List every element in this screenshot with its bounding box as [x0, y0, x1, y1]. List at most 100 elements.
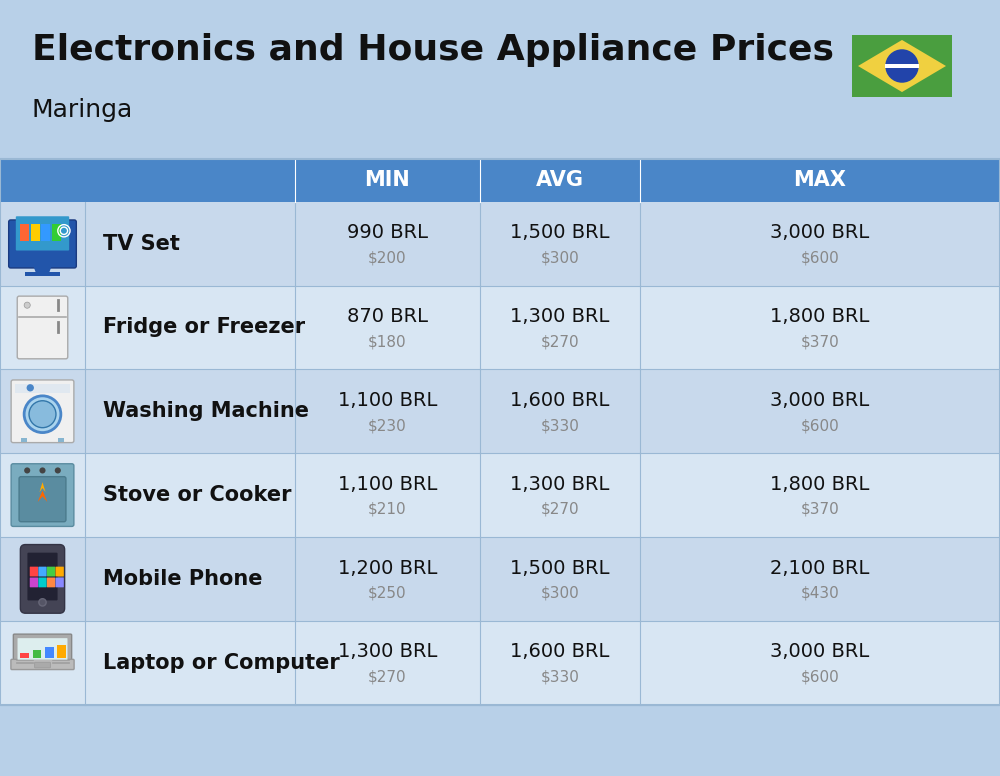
Bar	[0, 286, 1000, 369]
Text: $180: $180	[368, 334, 407, 349]
Text: $210: $210	[368, 502, 407, 517]
Text: MIN: MIN	[365, 171, 410, 190]
Text: $300: $300	[541, 586, 579, 601]
Text: Maringa: Maringa	[32, 99, 133, 122]
Text: 1,600 BRL: 1,600 BRL	[510, 643, 610, 661]
Bar	[0, 453, 1000, 537]
Bar	[41, 224, 50, 241]
FancyBboxPatch shape	[16, 217, 69, 251]
FancyBboxPatch shape	[47, 577, 55, 587]
Bar	[20, 224, 29, 241]
FancyBboxPatch shape	[11, 660, 74, 670]
Text: 1,300 BRL: 1,300 BRL	[510, 475, 610, 494]
Polygon shape	[39, 482, 46, 492]
Text: $600: $600	[801, 670, 839, 684]
Text: MAX: MAX	[793, 171, 846, 190]
Circle shape	[55, 467, 61, 473]
Circle shape	[27, 384, 34, 391]
Text: AVG: AVG	[536, 171, 584, 190]
FancyBboxPatch shape	[852, 35, 952, 97]
Polygon shape	[885, 64, 919, 68]
Circle shape	[24, 467, 30, 473]
FancyBboxPatch shape	[27, 553, 58, 601]
Text: $330: $330	[541, 418, 579, 433]
Text: Stove or Cooker: Stove or Cooker	[103, 485, 292, 505]
Bar	[45, 647, 54, 658]
Text: Mobile Phone: Mobile Phone	[103, 569, 262, 589]
Text: 1,800 BRL: 1,800 BRL	[770, 475, 870, 494]
Text: 1,100 BRL: 1,100 BRL	[338, 391, 437, 410]
Text: $300: $300	[541, 251, 579, 265]
Text: $330: $330	[541, 670, 579, 684]
Circle shape	[885, 49, 919, 83]
Circle shape	[39, 599, 46, 606]
Text: 990 BRL: 990 BRL	[347, 223, 428, 242]
FancyBboxPatch shape	[30, 566, 38, 577]
Text: 2,100 BRL: 2,100 BRL	[770, 559, 870, 577]
Text: 1,500 BRL: 1,500 BRL	[510, 223, 610, 242]
Text: Electronics and House Appliance Prices: Electronics and House Appliance Prices	[32, 33, 834, 68]
Text: $370: $370	[801, 502, 839, 517]
FancyBboxPatch shape	[19, 476, 66, 521]
FancyBboxPatch shape	[20, 545, 65, 613]
FancyBboxPatch shape	[55, 566, 64, 577]
Text: $370: $370	[801, 334, 839, 349]
Text: 3,000 BRL: 3,000 BRL	[770, 643, 870, 661]
Bar	[57, 645, 66, 658]
FancyBboxPatch shape	[18, 638, 67, 660]
FancyBboxPatch shape	[11, 380, 74, 442]
Bar	[25, 272, 60, 276]
Text: $600: $600	[801, 418, 839, 433]
Bar	[0, 202, 1000, 286]
Text: 870 BRL: 870 BRL	[347, 307, 428, 326]
FancyBboxPatch shape	[35, 662, 50, 668]
FancyBboxPatch shape	[9, 220, 76, 268]
Bar	[31, 224, 40, 241]
Polygon shape	[858, 40, 946, 92]
Bar	[0, 537, 1000, 621]
Bar	[0, 369, 1000, 453]
Text: $270: $270	[541, 502, 579, 517]
Text: 1,200 BRL: 1,200 BRL	[338, 559, 437, 577]
Text: $430: $430	[801, 586, 839, 601]
Bar	[15, 383, 70, 393]
Text: $600: $600	[801, 251, 839, 265]
Bar	[33, 650, 41, 658]
Text: $270: $270	[368, 670, 407, 684]
Bar	[52, 224, 61, 241]
Text: 1,600 BRL: 1,600 BRL	[510, 391, 610, 410]
Polygon shape	[33, 266, 52, 274]
Circle shape	[24, 396, 61, 432]
Bar	[58, 438, 64, 442]
Bar	[0, 621, 1000, 705]
FancyBboxPatch shape	[55, 577, 64, 587]
Text: $230: $230	[368, 418, 407, 433]
Text: 1,100 BRL: 1,100 BRL	[338, 475, 437, 494]
Text: 3,000 BRL: 3,000 BRL	[770, 391, 870, 410]
Circle shape	[24, 302, 30, 308]
FancyBboxPatch shape	[38, 566, 47, 577]
Text: 1,500 BRL: 1,500 BRL	[510, 559, 610, 577]
Bar	[21, 438, 27, 442]
Text: 1,800 BRL: 1,800 BRL	[770, 307, 870, 326]
FancyBboxPatch shape	[17, 296, 68, 359]
Circle shape	[39, 467, 46, 473]
Bar	[20, 653, 29, 658]
Text: $250: $250	[368, 586, 407, 601]
Polygon shape	[38, 490, 47, 502]
Text: $200: $200	[368, 251, 407, 265]
FancyBboxPatch shape	[13, 634, 72, 663]
Text: 3,000 BRL: 3,000 BRL	[770, 223, 870, 242]
FancyBboxPatch shape	[38, 577, 47, 587]
Text: 1,300 BRL: 1,300 BRL	[510, 307, 610, 326]
Text: 1,300 BRL: 1,300 BRL	[338, 643, 437, 661]
Bar	[0, 159, 1000, 202]
Bar	[0, 159, 1000, 705]
Text: Fridge or Freezer: Fridge or Freezer	[103, 317, 305, 338]
Text: TV Set: TV Set	[103, 234, 180, 254]
Text: Laptop or Computer: Laptop or Computer	[103, 653, 340, 673]
FancyBboxPatch shape	[11, 464, 74, 526]
Text: $270: $270	[541, 334, 579, 349]
Circle shape	[29, 400, 56, 428]
Text: Washing Machine: Washing Machine	[103, 401, 309, 421]
